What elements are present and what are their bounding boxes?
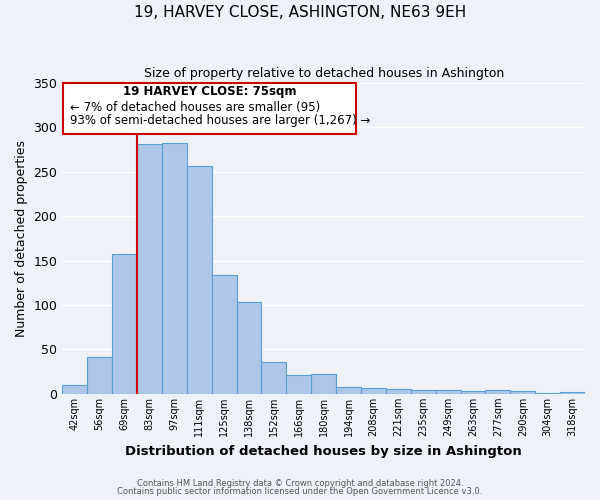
Bar (162, 144, 187, 394)
Bar (386, 388, 411, 394)
Y-axis label: Number of detached properties: Number of detached properties (15, 140, 28, 337)
Bar (511, 391, 535, 394)
Bar (112, 254, 137, 394)
Bar (361, 388, 386, 394)
Bar (560, 392, 585, 394)
Bar (62, 385, 87, 394)
Bar (262, 362, 286, 394)
Bar (311, 374, 336, 394)
Bar (87, 356, 112, 394)
Bar (212, 275, 236, 394)
FancyBboxPatch shape (63, 83, 356, 134)
Bar (187, 166, 212, 394)
Text: 93% of semi-detached houses are larger (1,267) →: 93% of semi-detached houses are larger (… (70, 114, 371, 127)
Text: ← 7% of detached houses are smaller (95): ← 7% of detached houses are smaller (95) (70, 100, 320, 114)
Bar (485, 390, 511, 394)
Title: Size of property relative to detached houses in Ashington: Size of property relative to detached ho… (143, 68, 504, 80)
Bar (411, 390, 436, 394)
Bar (436, 390, 461, 394)
Text: 19, HARVEY CLOSE, ASHINGTON, NE63 9EH: 19, HARVEY CLOSE, ASHINGTON, NE63 9EH (134, 5, 466, 20)
Bar (236, 302, 262, 394)
Bar (336, 387, 361, 394)
Bar (535, 393, 560, 394)
Bar (137, 144, 162, 394)
X-axis label: Distribution of detached houses by size in Ashington: Distribution of detached houses by size … (125, 444, 522, 458)
Text: Contains public sector information licensed under the Open Government Licence v3: Contains public sector information licen… (118, 487, 482, 496)
Text: 19 HARVEY CLOSE: 75sqm: 19 HARVEY CLOSE: 75sqm (122, 84, 296, 98)
Bar (286, 375, 311, 394)
Bar (461, 391, 485, 394)
Text: Contains HM Land Registry data © Crown copyright and database right 2024.: Contains HM Land Registry data © Crown c… (137, 478, 463, 488)
